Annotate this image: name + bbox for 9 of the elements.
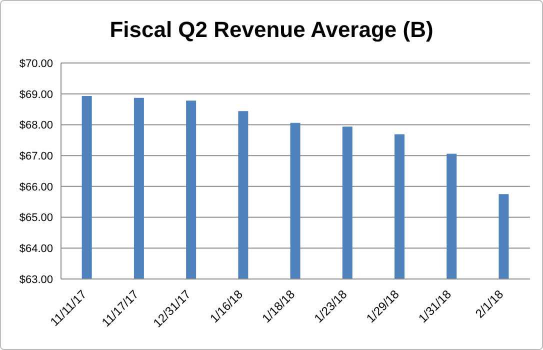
y-tick-label: $63.00: [19, 274, 53, 286]
y-tick-label: $65.00: [19, 212, 53, 224]
y-tick-label: $67.00: [19, 150, 53, 162]
y-tick-label: $69.00: [19, 88, 53, 101]
chart-title: Fiscal Q2 Revenue Average (B): [108, 17, 434, 44]
y-tick-label: $70.00: [19, 58, 53, 70]
y-tick-label: $64.00: [19, 243, 53, 256]
y-tick-label: $66.00: [19, 181, 53, 194]
y-tick-label: $68.00: [19, 120, 53, 132]
